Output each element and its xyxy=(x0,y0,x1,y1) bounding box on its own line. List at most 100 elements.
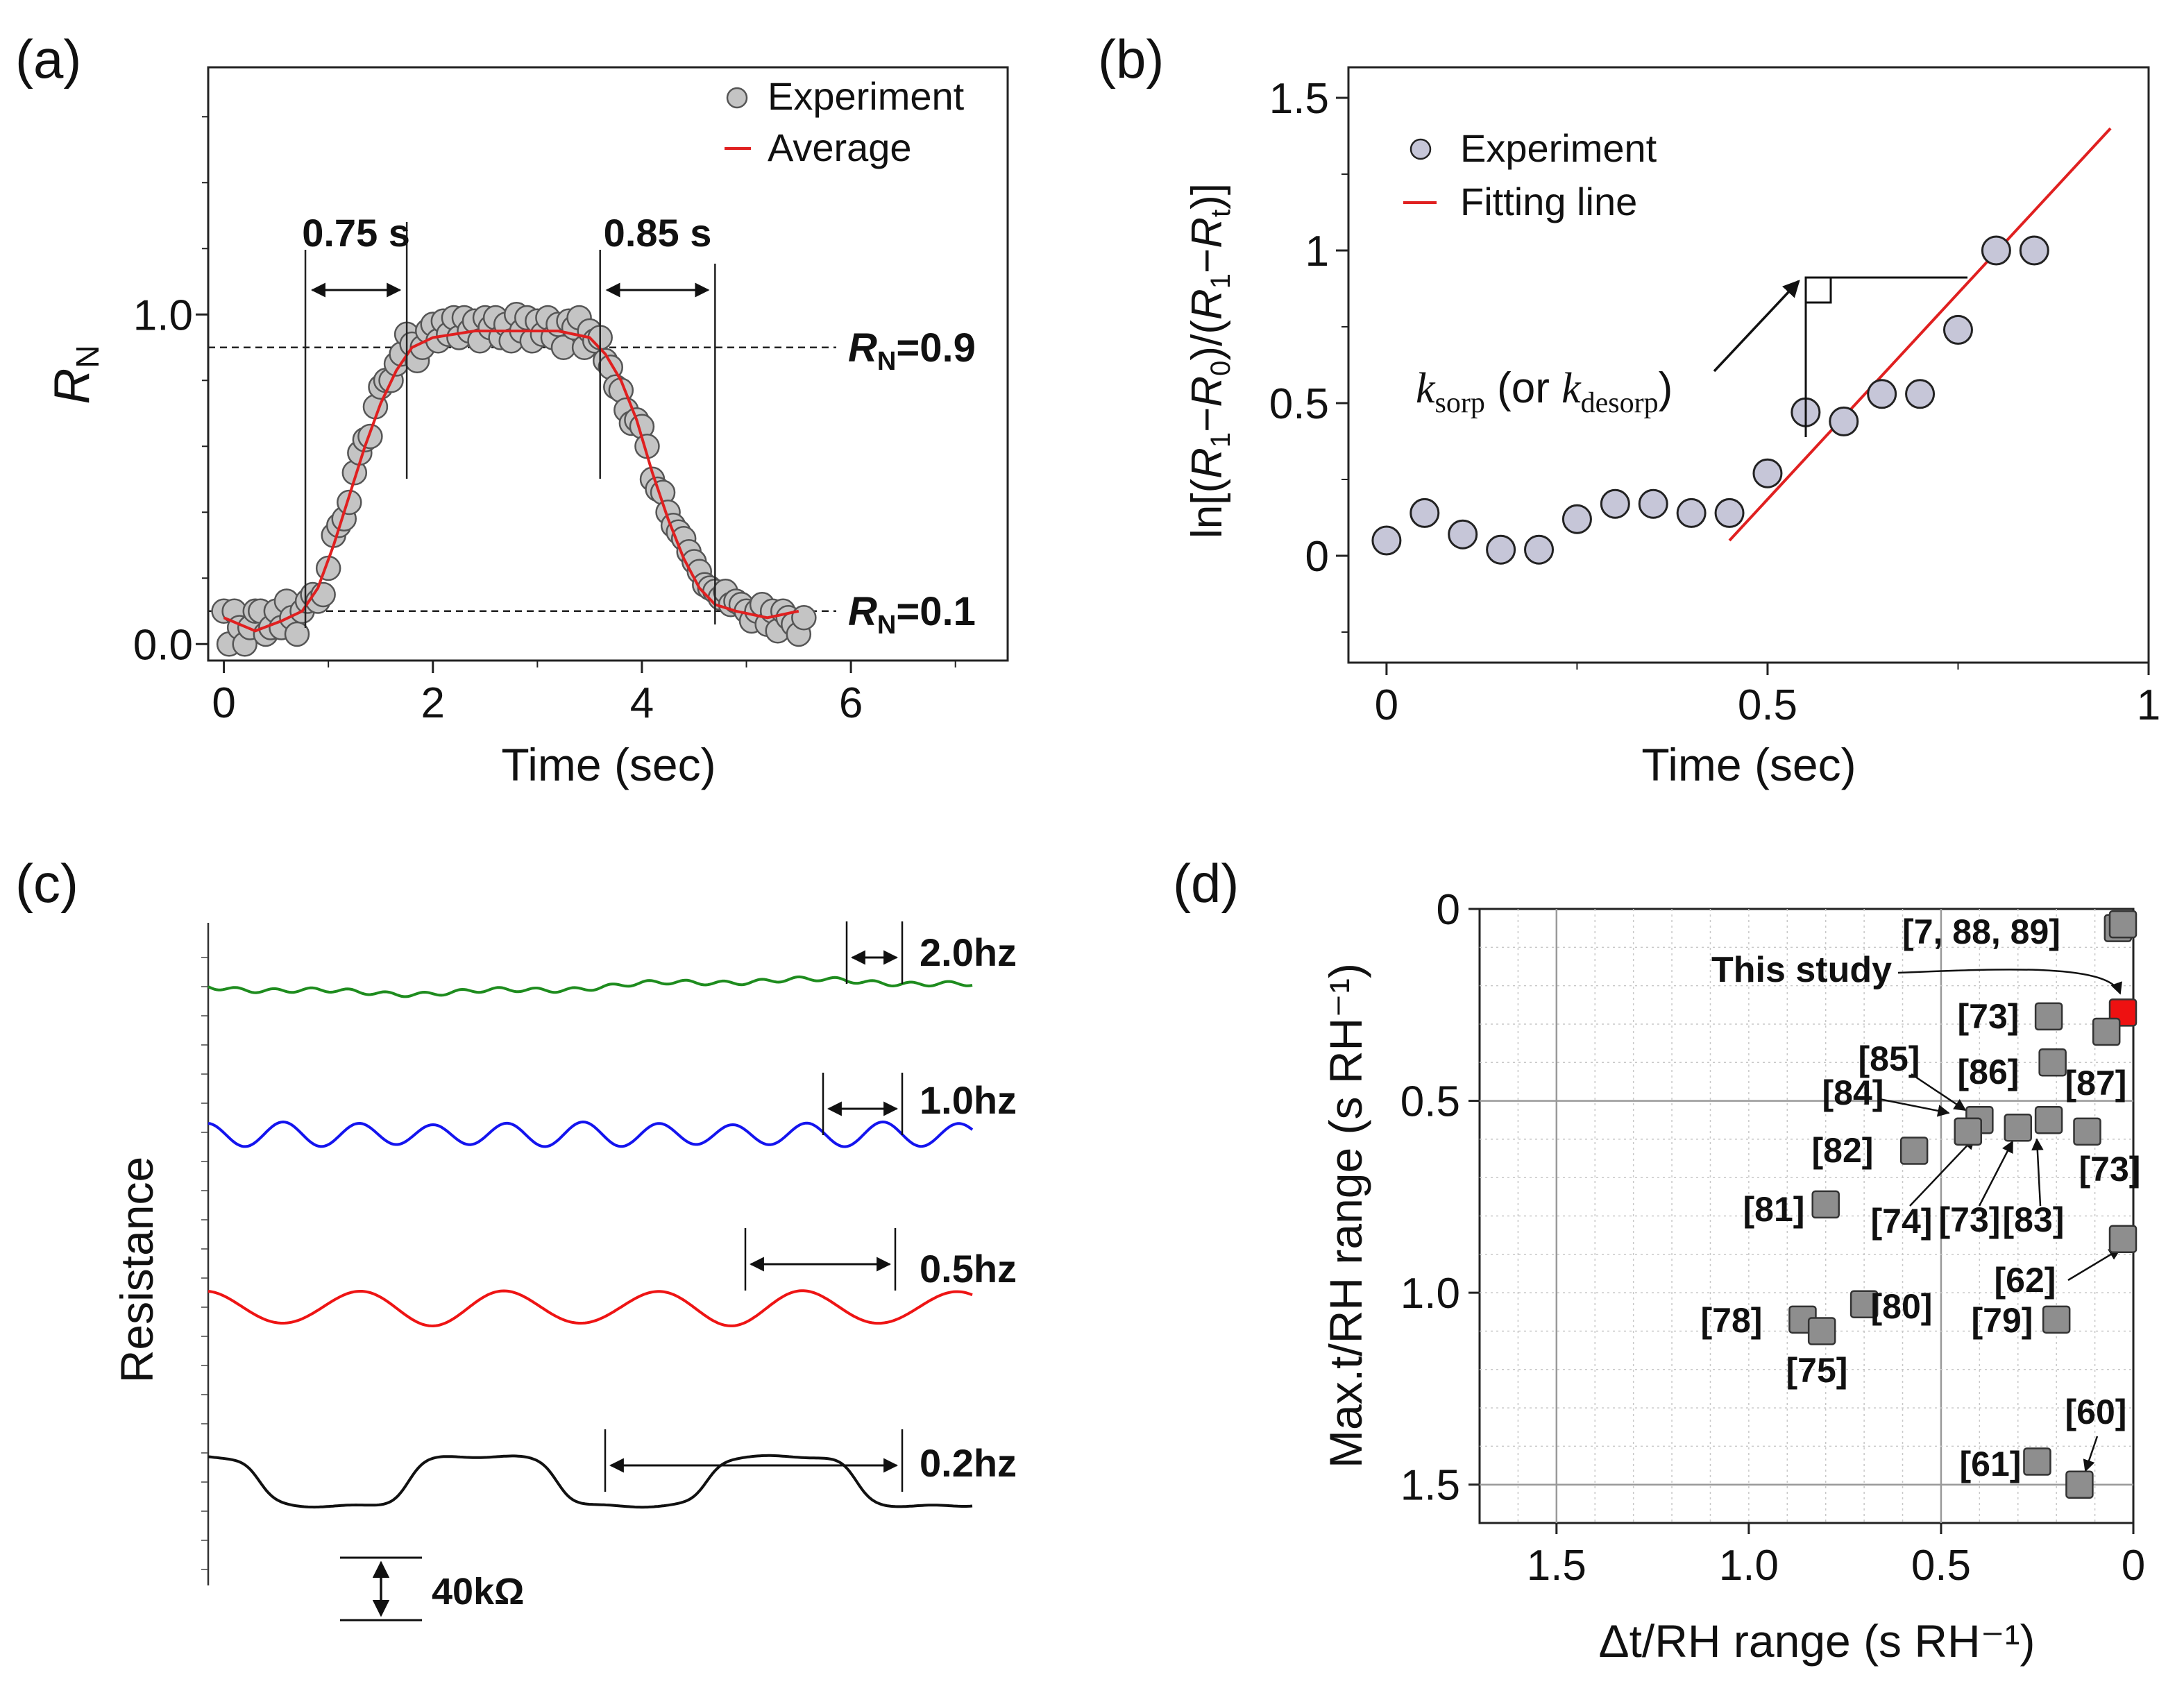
rise-time-label: 0.75 s xyxy=(302,211,410,255)
rn-0.9-label-sub: N xyxy=(877,347,896,376)
data-point xyxy=(1600,488,1630,519)
frequency-label: 0.2hz xyxy=(920,1441,1017,1485)
x-tick-label: 1 xyxy=(2137,681,2160,729)
data-point xyxy=(1486,534,1516,565)
label-arrow xyxy=(2083,1436,2099,1472)
reference-label: [84] xyxy=(1822,1073,1884,1112)
panel-a-ylabel: RN xyxy=(44,345,105,404)
rn-0.1-label-sub: N xyxy=(877,611,896,640)
reference-label: [73] xyxy=(1939,1200,2001,1239)
reference-point xyxy=(1849,1290,1879,1318)
data-point xyxy=(1638,488,1668,519)
data-point xyxy=(1829,406,1859,436)
y-tick-label: 1.5 xyxy=(1269,75,1329,123)
y-tick-label: 0.5 xyxy=(1269,380,1329,428)
rn-0.9-label-val: =0.9 xyxy=(896,325,976,371)
y-tick-label: 0 xyxy=(1305,533,1329,581)
rate-end: ) xyxy=(1659,364,1673,412)
reference-label: [74] xyxy=(1871,1202,1933,1241)
data-point xyxy=(1942,314,1973,345)
rate-k: k xyxy=(1416,365,1436,412)
fall-time-label: 0.85 s xyxy=(604,211,712,255)
rate-sorp-sub: sorp xyxy=(1435,387,1485,419)
x-tick-label: 1.0 xyxy=(1719,1542,1779,1590)
panel-a: (a) 0 2 4 60.01.0 0.75 s 0.85 sRN=0.9RN=0.1 … xyxy=(15,28,1009,790)
x-tick-label: 2 xyxy=(421,679,445,727)
data-point xyxy=(1981,235,2011,266)
panel-c-label: (c) xyxy=(15,853,78,914)
data-point xyxy=(1676,497,1707,528)
legend-b-experiment-label: Experiment xyxy=(1460,126,1657,170)
x-tick-label: 1.5 xyxy=(1527,1542,1586,1590)
y-tick-label: 1 xyxy=(1305,228,1329,275)
reference-label: [87] xyxy=(2065,1064,2127,1103)
fitting-line xyxy=(1728,127,2112,542)
average-line xyxy=(223,330,799,633)
x-tick-label: 6 xyxy=(839,679,863,727)
rate-mid: (or xyxy=(1485,364,1561,412)
panel-a-ylabel-main: R xyxy=(44,368,100,405)
y-tick-label: 1.0 xyxy=(133,291,193,339)
reference-point xyxy=(2073,1117,2101,1146)
trace-line xyxy=(208,1289,973,1328)
data-point xyxy=(1867,379,1897,409)
y-tick-label: 0 xyxy=(1437,886,1460,934)
data-point xyxy=(1561,504,1592,534)
reference-point xyxy=(2034,1105,2063,1134)
reference-label: [73] xyxy=(2079,1150,2141,1189)
reference-label: [83] xyxy=(2003,1200,2065,1239)
reference-label: [73] xyxy=(1958,997,2020,1036)
label-arrow xyxy=(1978,1140,2014,1207)
data-point xyxy=(2019,235,2049,266)
y-tick-label: 0.5 xyxy=(1400,1078,1460,1126)
this-study-arrow xyxy=(1897,969,2122,995)
reference-point xyxy=(2042,1305,2071,1334)
trace-line xyxy=(208,1454,973,1509)
panel-b: (b) 0 0.5 100.511.5 ksorp (or kdesorp) Exp… xyxy=(1098,28,2160,790)
x-tick-label: 0 xyxy=(1375,681,1398,729)
panel-c: (c) 2.0hz 1.0hz 0.5hz 0.2hz Resistance 40kΩ xyxy=(15,853,1017,1622)
reference-point xyxy=(2092,1017,2121,1046)
panel-b-label: (b) xyxy=(1098,28,1164,90)
reference-point xyxy=(1899,1137,1929,1165)
legend-b-experiment-marker xyxy=(1410,138,1432,160)
reference-label: [7, 88, 89] xyxy=(1902,912,2060,951)
data-point xyxy=(1371,525,1402,556)
data-point xyxy=(1448,519,1478,550)
label-arrow xyxy=(1911,1073,1967,1112)
reference-label: [78] xyxy=(1701,1301,1763,1340)
reference-point xyxy=(2108,910,2138,939)
legend-b-fit-label: Fitting line xyxy=(1460,180,1637,223)
data-point xyxy=(791,605,817,631)
data-point xyxy=(357,423,383,450)
rn-0.1-label-val: =0.1 xyxy=(896,589,976,634)
svg-text:Resistance: Resistance xyxy=(111,1157,162,1384)
x-tick-label: 0 xyxy=(2122,1542,2145,1590)
reference-label: [85] xyxy=(1859,1039,1920,1078)
rate-constant-arrow xyxy=(1713,280,1800,373)
data-point xyxy=(337,489,362,516)
rate-constant-triangle xyxy=(1804,276,1967,437)
rn-0.9-label-main: R xyxy=(848,325,877,371)
panel-d-label: (d) xyxy=(1173,853,1239,914)
reference-point xyxy=(2004,1114,2033,1142)
svg-text:RN: RN xyxy=(44,345,105,404)
reference-label: [81] xyxy=(1743,1190,1805,1229)
reference-label: [60] xyxy=(2065,1393,2127,1431)
legend-experiment-marker xyxy=(726,87,748,109)
reference-label: [79] xyxy=(1972,1301,2033,1340)
trace-line xyxy=(208,1120,974,1148)
legend-average-label: Average xyxy=(768,126,912,169)
rate-constant-label: ksorp (or kdesorp) xyxy=(1416,364,1673,419)
reference-label: [75] xyxy=(1786,1351,1848,1390)
legend-experiment-label: Experiment xyxy=(768,74,965,118)
y-tick-label: 1.0 xyxy=(1400,1270,1460,1318)
this-study-label: This study xyxy=(1711,950,1892,990)
y-tick-label: 0.0 xyxy=(133,621,193,669)
panel-b-ylabel: ln[(R1−R0)/(R1−Rt)] xyxy=(1183,183,1236,538)
rate-k2: k xyxy=(1561,365,1582,412)
panel-b-frame xyxy=(1347,66,2150,664)
x-tick-label: 4 xyxy=(630,679,654,727)
data-point xyxy=(1524,534,1555,565)
